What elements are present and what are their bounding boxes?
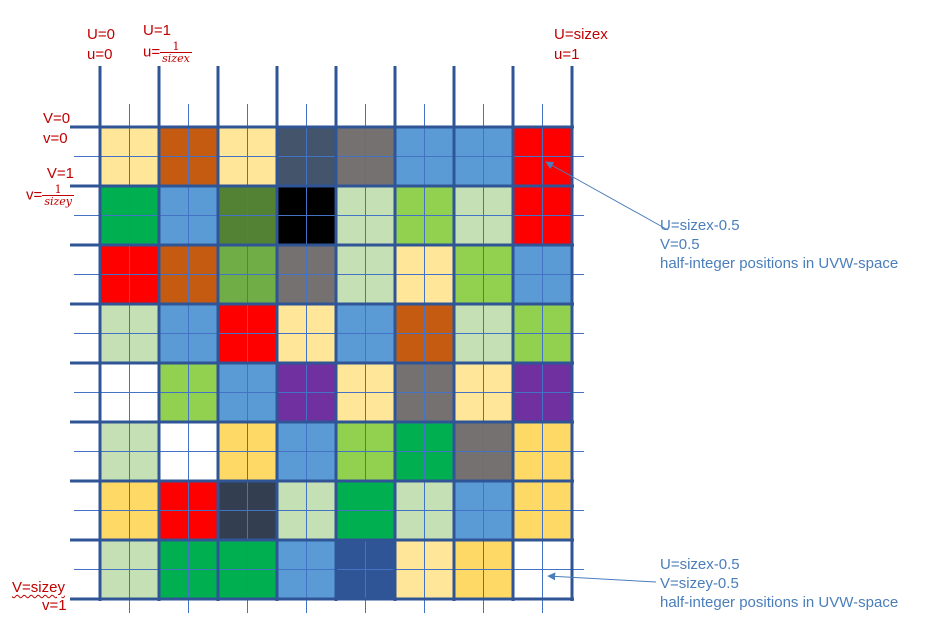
u-sizex-label: U=sizex u=1 bbox=[554, 26, 608, 63]
arrow-top-annotation bbox=[545, 161, 669, 231]
v-one-fraction: 1 sizey bbox=[42, 183, 74, 208]
u-one-label: U=1 u= 1 sizex bbox=[143, 22, 192, 65]
bottom-annotation: U=sizex-0.5 V=sizey-0.5 half-integer pos… bbox=[660, 556, 899, 611]
v-zero-label: V=0 v=0 bbox=[43, 110, 71, 147]
v-sizey-label: V=sizey v=1 bbox=[12, 579, 67, 614]
top-annotation: U=sizex-0.5 V=0.5 half-integer positions… bbox=[660, 217, 899, 272]
u-sizex-cap: U=sizex bbox=[554, 26, 608, 43]
u-zero-label: U=0 u=0 bbox=[87, 26, 115, 63]
arrow-bottom-annotation bbox=[547, 572, 657, 583]
v-one-label: V=1 v= 1 sizey bbox=[26, 165, 74, 208]
u-one-fraction: 1 sizex bbox=[160, 40, 192, 65]
texel-boundary-lines bbox=[70, 66, 574, 601]
